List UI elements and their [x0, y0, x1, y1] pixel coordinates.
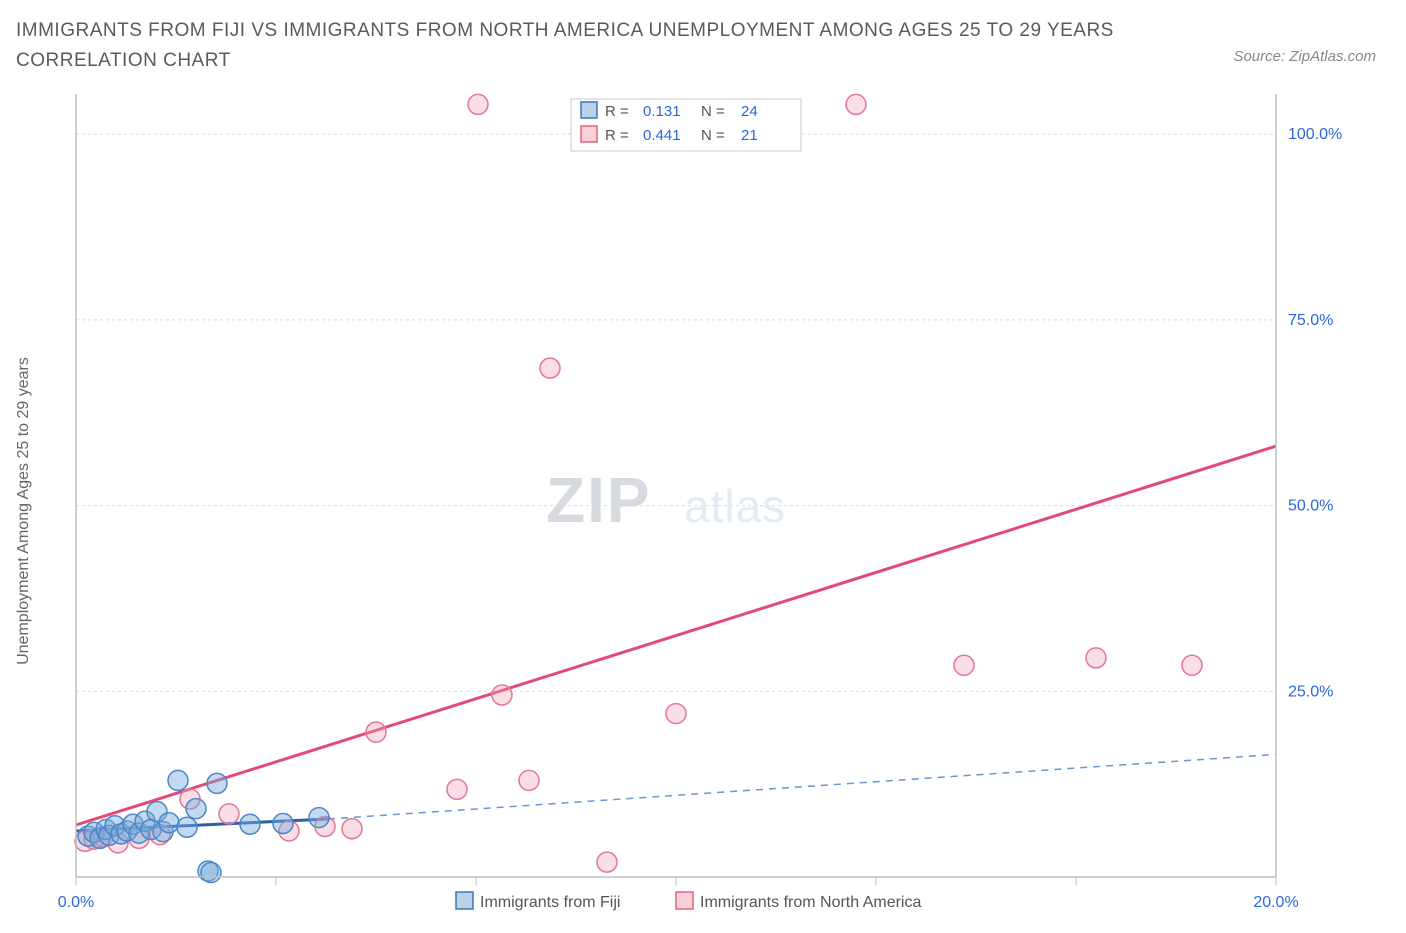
x-tick-label: 20.0%: [1253, 894, 1298, 911]
legend-r-label: R =: [605, 103, 629, 120]
y-tick-label: 25.0%: [1288, 683, 1333, 700]
data-point: [954, 655, 974, 675]
legend-n-value: 24: [741, 103, 758, 120]
data-point: [240, 814, 260, 834]
chart-container: Unemployment Among Ages 25 to 29 years Z…: [16, 87, 1390, 917]
legend-r-value: 0.441: [643, 127, 681, 144]
legend-n-value: 21: [741, 127, 758, 144]
data-point: [201, 862, 221, 882]
data-point: [159, 813, 179, 833]
watermark-zip: ZIP: [546, 464, 652, 536]
data-point: [540, 358, 560, 378]
legend-series-label: Immigrants from North America: [700, 894, 921, 911]
legend-n-label: N =: [701, 103, 725, 120]
data-point: [519, 770, 539, 790]
data-point: [1182, 655, 1202, 675]
correlation-scatter-chart: ZIP atlas 0.0% 20.0% 25.0% 50.0% 75.0% 100.0% R …: [16, 87, 1356, 917]
legend-swatch: [456, 892, 473, 909]
data-point: [168, 770, 188, 790]
legend-n-label: N =: [701, 127, 725, 144]
data-point: [666, 703, 686, 723]
legend-r-label: R =: [605, 127, 629, 144]
data-point: [1086, 648, 1106, 668]
legend-swatch: [581, 102, 597, 118]
data-point: [342, 818, 362, 838]
y-tick-label: 100.0%: [1288, 126, 1342, 143]
trendline-fiji-dashed: [328, 754, 1276, 819]
data-point: [207, 773, 227, 793]
data-point: [186, 798, 206, 818]
data-point: [447, 779, 467, 799]
data-point: [366, 722, 386, 742]
data-point: [219, 804, 239, 824]
data-point: [273, 813, 293, 833]
data-point: [309, 807, 329, 827]
y-axis-title: Unemployment Among Ages 25 to 29 years: [15, 357, 33, 665]
source-label: Source: ZipAtlas.com: [1233, 48, 1376, 65]
watermark-atlas: atlas: [684, 480, 786, 532]
legend-swatch: [581, 126, 597, 142]
legend-r-value: 0.131: [643, 103, 681, 120]
y-tick-label: 75.0%: [1288, 312, 1333, 329]
y-tick-label: 50.0%: [1288, 497, 1333, 514]
legend-swatch: [676, 892, 693, 909]
legend-series-label: Immigrants from Fiji: [480, 894, 620, 911]
data-point: [468, 94, 488, 114]
x-tick-label: 0.0%: [58, 894, 94, 911]
data-point: [846, 94, 866, 114]
chart-title: IMMIGRANTS FROM FIJI VS IMMIGRANTS FROM …: [16, 16, 1136, 77]
trendline-north-america: [76, 446, 1276, 825]
data-point: [177, 817, 197, 837]
data-point: [597, 852, 617, 872]
data-point: [492, 685, 512, 705]
